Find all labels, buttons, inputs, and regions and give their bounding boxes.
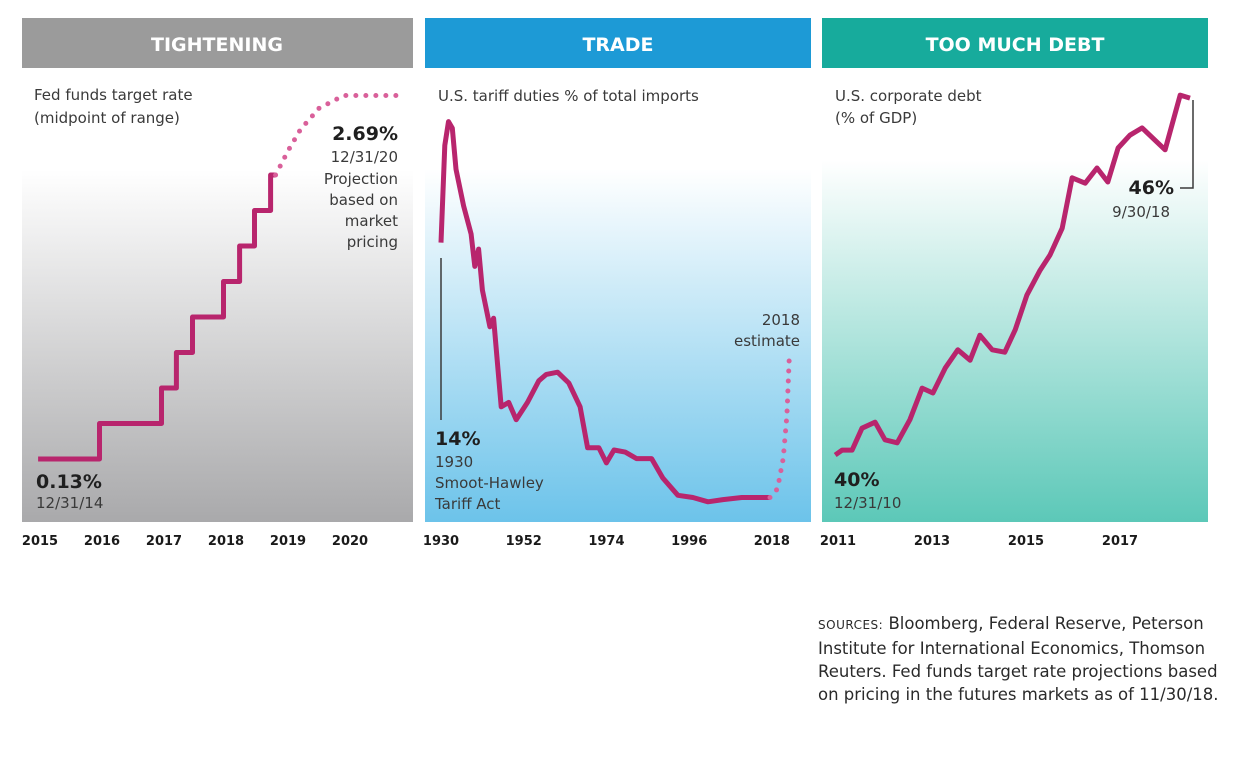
header-tightening xyxy=(22,18,413,68)
x-tick-label: 2015 xyxy=(1008,534,1044,549)
x-tick-label: 1952 xyxy=(506,534,542,549)
x-tick-label: 1930 xyxy=(423,534,459,549)
subtitle-line-1: U.S. tariff duties % of total imports xyxy=(438,87,699,105)
start-value-label: 0.13% xyxy=(36,471,102,493)
x-tick-label: 2017 xyxy=(146,534,182,549)
projection-note: based on xyxy=(329,191,398,209)
data-series-line xyxy=(38,172,276,462)
end-value-label: 2.69% xyxy=(332,123,398,145)
x-tick-label: 2013 xyxy=(914,534,950,549)
subtitle-line-1: U.S. corporate debt xyxy=(835,87,982,105)
x-tick-label: 2018 xyxy=(754,534,790,549)
panel-debt: TOO MUCH DEBT U.S. corporate debt (% of … xyxy=(820,18,1208,549)
projection-note: pricing xyxy=(347,233,398,251)
title-trade: TRADE xyxy=(582,34,653,56)
start-note: Tariff Act xyxy=(434,495,501,513)
header-debt xyxy=(822,18,1208,68)
data-series-line xyxy=(438,119,770,505)
x-tick-label: 2020 xyxy=(332,534,368,549)
sources-note: SOURCES: Bloomberg, Federal Reserve, Pet… xyxy=(818,612,1228,706)
end-date-label: 12/31/20 xyxy=(331,148,398,166)
x-tick-label: 1996 xyxy=(671,534,707,549)
x-tick-label: 2017 xyxy=(1102,534,1138,549)
projection-note: Projection xyxy=(324,170,398,188)
estimate-note: 2018 xyxy=(762,311,800,329)
panel-tightening: TIGHTENING Fed funds target rate (midpoi… xyxy=(22,18,413,549)
data-series-line xyxy=(833,92,1191,458)
x-tick-label: 2018 xyxy=(208,534,244,549)
panel-trade: TRADE U.S. tariff duties % of total impo… xyxy=(423,18,811,549)
projection-series-line xyxy=(273,93,409,178)
subtitle-line-2: (midpoint of range) xyxy=(34,109,180,127)
start-value-label: 14% xyxy=(435,428,480,450)
x-tick-label: 2011 xyxy=(820,534,856,549)
sources-text: Bloomberg, Federal Reserve, Peterson Ins… xyxy=(818,614,1219,704)
x-tick-label: 2016 xyxy=(84,534,120,549)
start-year-label: 1930 xyxy=(435,453,473,471)
projection-note: market xyxy=(345,212,398,230)
plot-area-trade xyxy=(425,70,811,522)
start-date-label: 12/31/14 xyxy=(36,494,103,512)
title-tightening: TIGHTENING xyxy=(151,34,283,56)
sources-label: SOURCES: xyxy=(818,618,884,632)
callout-line xyxy=(1180,100,1194,189)
estimate-note: estimate xyxy=(734,332,800,350)
end-date-label: 9/30/18 xyxy=(1112,203,1170,221)
x-tick-label: 2019 xyxy=(270,534,306,549)
x-tick-label: 1974 xyxy=(588,534,624,549)
plot-area-tightening xyxy=(22,70,413,522)
start-note: Smoot-Hawley xyxy=(435,474,544,492)
title-debt: TOO MUCH DEBT xyxy=(926,34,1105,56)
subtitle-line-2: (% of GDP) xyxy=(835,109,917,127)
projection-series-line xyxy=(767,356,792,500)
x-tick-label: 2015 xyxy=(22,534,58,549)
start-date-label: 12/31/10 xyxy=(834,494,901,512)
end-value-label: 46% xyxy=(1129,177,1174,199)
subtitle-line-1: Fed funds target rate xyxy=(34,86,193,104)
header-trade xyxy=(425,18,811,68)
start-value-label: 40% xyxy=(834,469,879,491)
plot-area-debt xyxy=(822,70,1208,522)
